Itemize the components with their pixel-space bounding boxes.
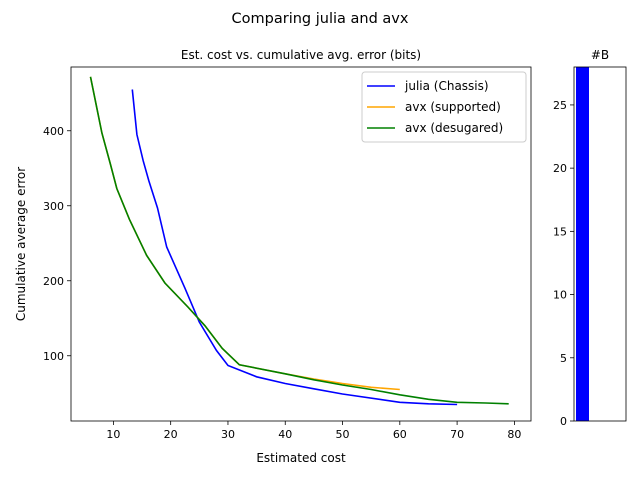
y-tick-label: 100 (43, 350, 64, 363)
series-line-0 (131, 89, 458, 406)
side-y-tick-label: 20 (553, 162, 567, 175)
main-chart: Est. cost vs. cumulative avg. error (bit… (14, 48, 532, 465)
x-axis-label: Estimated cost (256, 451, 346, 465)
x-tick-label: 40 (278, 428, 292, 441)
side-chart-title: #B (591, 48, 609, 62)
x-tick-label: 80 (507, 428, 521, 441)
y-axis-label: Cumulative average error (14, 167, 28, 321)
y-tick-label: 400 (43, 125, 64, 138)
side-chart: #B 0 5 10 15 20 25 (553, 48, 627, 428)
x-tick-label: 30 (221, 428, 235, 441)
y-tick-label: 300 (43, 200, 64, 213)
side-y-tick-label: 25 (553, 99, 567, 112)
x-tick-label: 60 (393, 428, 407, 441)
x-tick-label: 70 (450, 428, 464, 441)
side-bar-0 (576, 67, 589, 421)
series-line-2 (89, 76, 509, 405)
y-tick-label: 200 (43, 275, 64, 288)
figure-suptitle: Comparing julia and avx (232, 11, 409, 27)
side-y-tick-label: 0 (560, 415, 567, 428)
x-tick-label: 20 (164, 428, 178, 441)
main-plot-frame (70, 66, 532, 422)
legend-box (361, 71, 527, 143)
side-y-tick-label: 5 (560, 352, 567, 365)
side-y-tick-label: 10 (553, 289, 567, 302)
x-tick-label: 10 (106, 428, 120, 441)
x-tick-label: 50 (336, 428, 350, 441)
side-plot-frame (573, 66, 627, 422)
legend-label-1: avx (supported) (405, 100, 501, 114)
legend-label-0: julia (Chassis) (404, 79, 489, 93)
main-chart-title: Est. cost vs. cumulative avg. error (bit… (181, 48, 421, 62)
legend-label-2: avx (desugared) (405, 121, 503, 135)
legend: julia (Chassis) avx (supported) avx (desug… (361, 71, 527, 143)
side-y-tick-label: 15 (553, 225, 567, 238)
